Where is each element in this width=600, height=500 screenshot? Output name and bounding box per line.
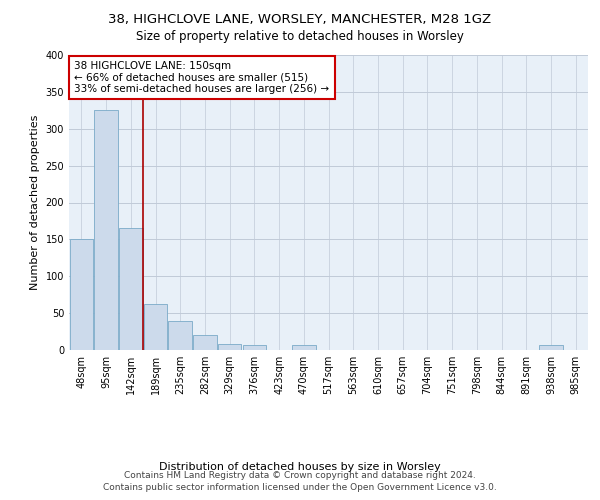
Bar: [94, 110, 118, 350]
Bar: [242, 345, 266, 350]
Text: Contains HM Land Registry data © Crown copyright and database right 2024.
Contai: Contains HM Land Registry data © Crown c…: [103, 471, 497, 492]
Bar: [144, 304, 167, 350]
Bar: [218, 344, 241, 350]
Bar: [119, 228, 143, 350]
Text: Size of property relative to detached houses in Worsley: Size of property relative to detached ho…: [136, 30, 464, 43]
Bar: [70, 240, 93, 350]
Bar: [539, 345, 563, 350]
Text: 38 HIGHCLOVE LANE: 150sqm
← 66% of detached houses are smaller (515)
33% of semi: 38 HIGHCLOVE LANE: 150sqm ← 66% of detac…: [74, 61, 329, 94]
Bar: [292, 345, 316, 350]
Bar: [193, 335, 217, 350]
Bar: [169, 320, 192, 350]
Text: 38, HIGHCLOVE LANE, WORSLEY, MANCHESTER, M28 1GZ: 38, HIGHCLOVE LANE, WORSLEY, MANCHESTER,…: [109, 12, 491, 26]
Text: Distribution of detached houses by size in Worsley: Distribution of detached houses by size …: [159, 462, 441, 472]
Y-axis label: Number of detached properties: Number of detached properties: [30, 115, 40, 290]
